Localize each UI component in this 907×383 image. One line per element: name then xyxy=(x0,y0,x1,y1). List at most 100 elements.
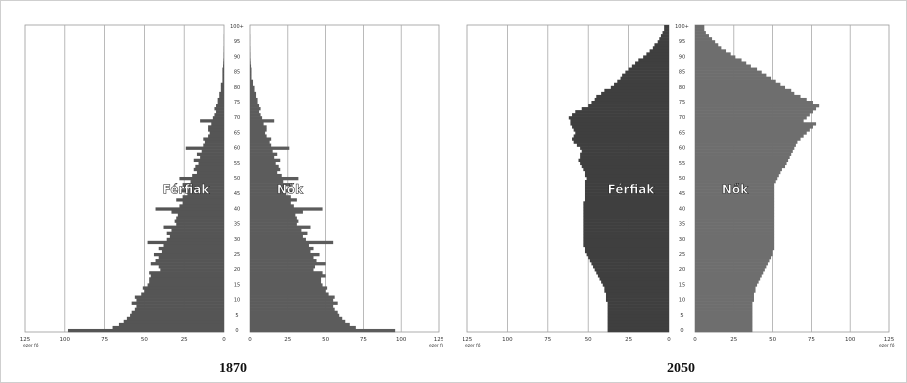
bar-female-age-10 xyxy=(250,298,334,302)
bar-female-age-92 xyxy=(695,49,727,53)
bar-male-age-21 xyxy=(158,265,224,269)
bar-female-age-60 xyxy=(250,146,290,150)
bar-male-age-77 xyxy=(596,94,669,99)
bar-male-age-80 xyxy=(220,85,224,90)
bar-female-age-23 xyxy=(695,259,770,263)
x-unit-label-right: ezer fő xyxy=(429,343,443,349)
bar-male-age-60 xyxy=(580,146,669,150)
bar-female-age-62 xyxy=(250,140,270,144)
x-tick-label: 50 xyxy=(769,337,776,343)
age-tick-label: 55 xyxy=(234,161,240,167)
bar-female-age-74 xyxy=(695,104,820,108)
bar-female-age-67 xyxy=(695,125,813,129)
bar-male-age-47 xyxy=(584,186,669,190)
bar-female-age-99 xyxy=(695,28,705,32)
bar-male-age-36 xyxy=(174,219,224,223)
bar-female-age-22 xyxy=(695,262,768,266)
bar-female-age-41 xyxy=(695,204,775,208)
bar-male-age-81 xyxy=(614,82,669,87)
bar-female-age-81 xyxy=(250,82,254,87)
bar-female-age-38 xyxy=(695,213,775,217)
bar-male-age-24 xyxy=(158,256,224,260)
bar-female-age-95 xyxy=(695,40,716,44)
x-tick-label: 125 xyxy=(884,337,895,343)
bar-male-age-82 xyxy=(617,79,669,84)
bar-female-age-83 xyxy=(250,76,252,80)
bar-female-age-10 xyxy=(695,298,754,302)
bar-female-age-66 xyxy=(695,128,810,132)
bar-male-age-19 xyxy=(149,271,224,275)
bar-male-age-32 xyxy=(583,231,669,235)
bar-female-age-21 xyxy=(250,265,316,269)
bar-male-age-53 xyxy=(583,167,669,172)
bar-female-age-14 xyxy=(695,286,756,290)
bar-male-age-86 xyxy=(628,67,669,71)
bar-male-age-30 xyxy=(166,237,224,242)
bar-male-age-18 xyxy=(150,274,224,278)
bar-male-age-22 xyxy=(150,262,224,266)
bar-female-age-52 xyxy=(250,170,278,175)
bar-male-age-1 xyxy=(112,325,224,330)
bar-female-age-40 xyxy=(695,207,775,211)
bar-female-age-51 xyxy=(695,173,779,178)
bar-male-age-37 xyxy=(583,216,669,220)
x-tick-label: 125 xyxy=(20,337,31,343)
bar-female-age-84 xyxy=(250,73,252,77)
x-tick-label: 25 xyxy=(284,337,291,343)
bar-female-age-70 xyxy=(695,116,807,120)
bar-male-age-81 xyxy=(220,82,224,87)
bar-male-age-36 xyxy=(583,219,669,223)
x-tick-label: 25 xyxy=(625,337,632,343)
bar-male-age-47 xyxy=(188,186,224,190)
bar-male-age-39 xyxy=(583,210,669,214)
bar-male-age-71 xyxy=(572,113,669,117)
x-tick-label: 100 xyxy=(396,337,407,343)
bar-female-age-13 xyxy=(695,289,756,293)
bar-female-age-57 xyxy=(695,155,790,159)
age-tick-label: 25 xyxy=(234,252,240,258)
bar-female-age-15 xyxy=(695,283,758,287)
bar-female-age-31 xyxy=(250,234,303,239)
bar-male-age-50 xyxy=(179,176,224,181)
bar-female-age-80 xyxy=(695,85,786,90)
bar-male-age-78 xyxy=(219,91,224,96)
bar-female-age-12 xyxy=(250,292,329,296)
bar-female-age-57 xyxy=(250,155,275,159)
bar-male-age-91 xyxy=(646,52,669,56)
bar-female-age-14 xyxy=(250,286,328,290)
bar-female-age-33 xyxy=(250,228,302,232)
bar-male-age-77 xyxy=(219,94,224,99)
bar-female-age-43 xyxy=(695,198,775,202)
label-ferfiak: Férfiak xyxy=(163,183,211,197)
pyramid-panel-2050: 100+ 95 90 85 80 75 70 65 60 55 50 45 40 35 30 25 20 15 10… xyxy=(462,15,895,360)
bar-female-age-53 xyxy=(250,167,281,172)
age-tick-label: 60 xyxy=(679,146,685,152)
bar-male-age-15 xyxy=(602,283,669,287)
x-tick-label: 100 xyxy=(845,337,856,343)
bar-female-age-98 xyxy=(695,31,706,35)
bar-male-age-37 xyxy=(176,216,224,220)
age-tick-label: 75 xyxy=(679,100,685,106)
bar-male-age-61 xyxy=(576,143,669,147)
x-tick-label: 25 xyxy=(181,337,188,343)
age-tick-label: 30 xyxy=(679,237,685,243)
bar-male-age-84 xyxy=(222,73,224,77)
bar-male-age-72 xyxy=(575,110,669,114)
bar-female-age-23 xyxy=(250,259,317,263)
bar-female-age-61 xyxy=(695,143,796,147)
bar-male-age-64 xyxy=(573,134,669,138)
age-tick-label: 85 xyxy=(234,70,240,76)
pyramid-chart-2050: 100+959085807570656055504540353025201510… xyxy=(462,24,895,349)
bar-male-age-12 xyxy=(141,292,224,296)
bar-female-age-45 xyxy=(695,192,775,196)
chart-caption-2050: 2050 xyxy=(667,361,695,376)
bar-female-age-96 xyxy=(695,37,713,41)
bar-male-age-56 xyxy=(578,158,669,163)
x-tick-label: 125 xyxy=(463,337,473,343)
bar-male-age-63 xyxy=(572,137,669,141)
bar-male-age-26 xyxy=(584,249,669,254)
bar-female-age-69 xyxy=(695,119,804,123)
bar-male-age-15 xyxy=(147,283,224,287)
bar-male-age-34 xyxy=(583,225,669,229)
